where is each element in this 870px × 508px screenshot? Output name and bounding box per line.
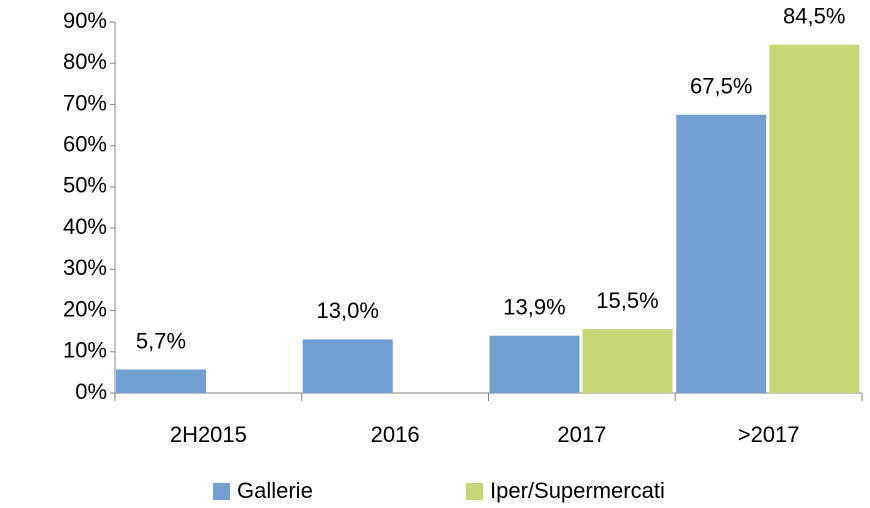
y-tick-label: 30% <box>63 255 107 280</box>
y-tick-label: 20% <box>63 296 107 321</box>
legend-label: Iper/Supermercati <box>490 478 665 503</box>
data-label: 15,5% <box>596 288 658 313</box>
bar <box>676 114 767 393</box>
bar <box>769 44 860 394</box>
data-label: 5,7% <box>136 328 186 353</box>
y-tick-label: 0% <box>75 379 107 404</box>
x-tick-label: >2017 <box>738 422 800 447</box>
bar <box>116 369 206 393</box>
y-tick-label: 90% <box>63 8 107 33</box>
legend-swatch <box>466 483 483 500</box>
bar <box>302 339 393 393</box>
y-tick-label: 60% <box>63 131 107 156</box>
x-tick-label: 2H2015 <box>170 422 247 447</box>
bar <box>489 335 580 393</box>
data-label: 13,0% <box>317 298 379 323</box>
legend-swatch <box>213 483 230 500</box>
x-tick-label: 2017 <box>557 422 606 447</box>
y-tick-label: 70% <box>63 90 107 115</box>
legend-label: Gallerie <box>237 478 313 503</box>
data-label: 67,5% <box>690 74 752 99</box>
data-label: 13,9% <box>503 295 565 320</box>
bar <box>582 329 673 393</box>
y-tick-label: 80% <box>63 49 107 74</box>
y-tick-label: 40% <box>63 214 107 239</box>
y-tick-label: 50% <box>63 173 107 198</box>
data-label: 84,5% <box>783 3 845 28</box>
x-tick-label: 2016 <box>371 422 420 447</box>
y-tick-label: 10% <box>63 338 107 363</box>
